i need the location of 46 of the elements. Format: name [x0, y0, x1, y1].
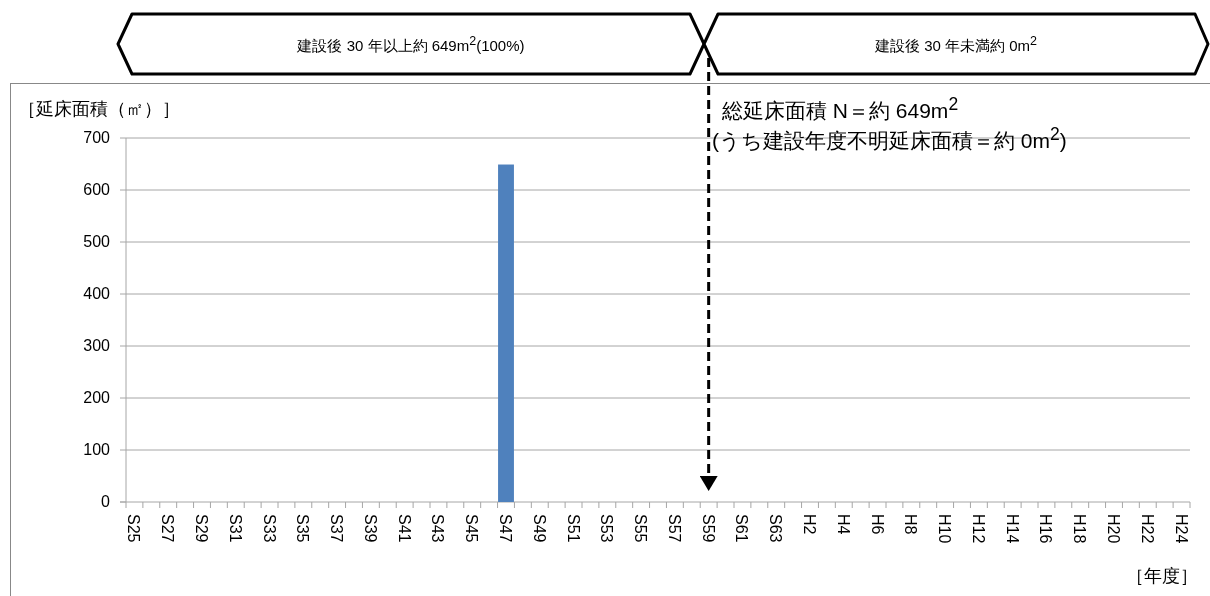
y-tick-label: 200: [82, 388, 110, 408]
x-tick-label: S43: [429, 514, 447, 543]
y-tick-label: 100: [82, 440, 110, 460]
x-axis-title: ［年度］: [1126, 565, 1198, 588]
x-tick-label: S61: [733, 514, 751, 543]
text: 建設後 30 年以上約 649m$^{2}$(100%): [296, 34, 526, 56]
y-tick-label: 0: [100, 492, 110, 512]
x-tick-label: S57: [665, 514, 683, 543]
y-tick-label: 500: [82, 232, 110, 252]
y-tick-label: 700: [82, 128, 110, 148]
y-axis-title: ［延床面積（㎡）］: [18, 98, 180, 121]
text: 建設後 30 年未満約 0m$^{2}$: [874, 34, 1038, 56]
y-tick-label: 600: [82, 180, 110, 200]
x-tick-label: S25: [125, 514, 143, 543]
x-tick-label: H10: [936, 514, 954, 544]
x-tick-label: H12: [969, 514, 987, 544]
x-tick-label: H18: [1071, 514, 1089, 544]
x-tick-label: S45: [463, 514, 481, 543]
x-tick-label: S47: [497, 514, 514, 543]
x-tick-label: H22: [1138, 514, 1156, 544]
text: 総延床面積 N＝約 649m$^{2}$: [722, 94, 959, 124]
x-tick-label: S55: [632, 514, 650, 543]
y-tick-label: 300: [82, 336, 110, 356]
x-tick-label: S39: [361, 514, 379, 543]
x-tick-label: S31: [226, 514, 244, 543]
x-tick-label: S35: [294, 514, 312, 543]
x-tick-label: S29: [193, 514, 210, 543]
x-tick-label: H16: [1037, 514, 1055, 544]
x-tick-label: S27: [159, 514, 177, 543]
annotation: (うち建設年度不明延床面積＝約 0m$^{2}$): [712, 124, 1067, 154]
x-tick-label: H4: [834, 514, 852, 535]
x-tick-label: H24: [1172, 514, 1190, 544]
x-tick-label: H6: [868, 514, 886, 535]
x-tick-label: S33: [260, 514, 278, 543]
x-tick-label: S59: [699, 514, 717, 543]
x-tick-label: H2: [801, 514, 818, 535]
x-tick-label: S37: [328, 514, 346, 543]
x-tick-label: H8: [902, 514, 920, 535]
y-tick-label: 400: [82, 284, 110, 304]
x-tick-label: S49: [530, 514, 548, 543]
x-tick-label: S51: [564, 514, 582, 543]
x-tick-label: S41: [395, 514, 413, 543]
x-tick-label: H20: [1105, 514, 1122, 544]
x-tick-label: S53: [598, 514, 616, 543]
x-tick-label: S63: [767, 514, 785, 543]
x-tick-label: H14: [1003, 514, 1021, 544]
